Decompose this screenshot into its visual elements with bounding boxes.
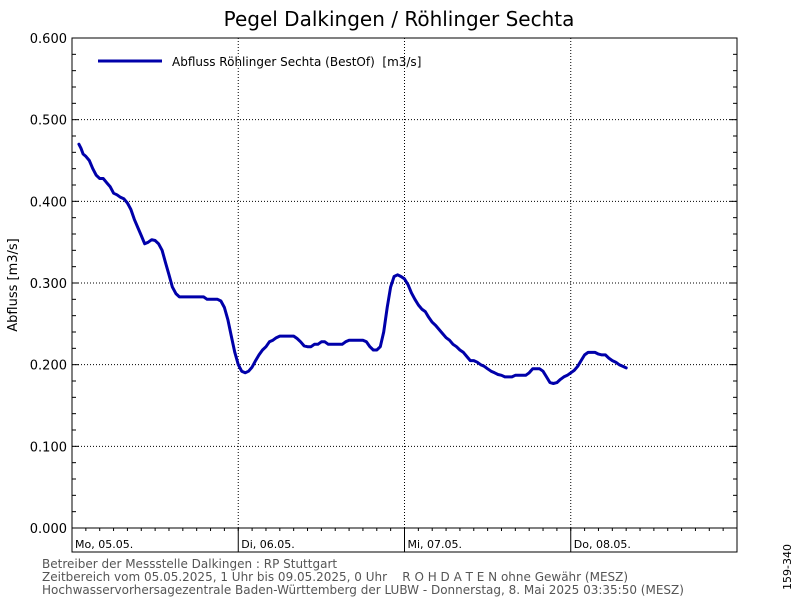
x-day-label: Di, 06.05.	[241, 538, 295, 551]
y-tick-label: 0.500	[30, 114, 67, 129]
legend-label: Abfluss Röhlinger Sechta (BestOf) [m3/s]	[172, 55, 421, 69]
x-day-label: Mo, 05.05.	[75, 538, 133, 551]
x-day-label: Mi, 07.05.	[408, 538, 463, 551]
series-line	[77, 142, 628, 385]
y-tick-label: 0.300	[30, 277, 67, 292]
footer-timerange: Zeitbereich vom 05.05.2025, 1 Uhr bis 09…	[42, 570, 629, 584]
y-tick-label: 0.000	[30, 522, 67, 537]
y-tick-label: 0.100	[30, 440, 67, 455]
x-axis-day-bar: Mo, 05.05. Di, 06.05. Mi, 07.05. Do, 08.05.	[71, 527, 738, 552]
grid	[72, 38, 737, 528]
chart-title: Pegel Dalkingen / Röhlinger Sechta	[224, 7, 575, 31]
y-tick-label: 0.600	[30, 32, 67, 47]
y-tick-label: 0.200	[30, 359, 67, 374]
x-day-label: Do, 08.05.	[574, 538, 631, 551]
y-axis-label: Abfluss [m3/s]	[6, 238, 21, 331]
side-id-label: 159-340	[781, 544, 794, 590]
footer-operator: Betreiber der Messstelle Dalkingen : RP …	[42, 557, 338, 571]
plot-frame	[71, 37, 738, 553]
y-ticks: 0.000 0.100 0.200 0.300 0.400 0.500 0.600	[30, 32, 737, 537]
y-tick-label: 0.400	[30, 195, 67, 210]
legend: Abfluss Röhlinger Sechta (BestOf) [m3/s]	[98, 55, 421, 69]
footer-source: Hochwasservorhersagezentrale Baden-Württ…	[42, 583, 684, 597]
